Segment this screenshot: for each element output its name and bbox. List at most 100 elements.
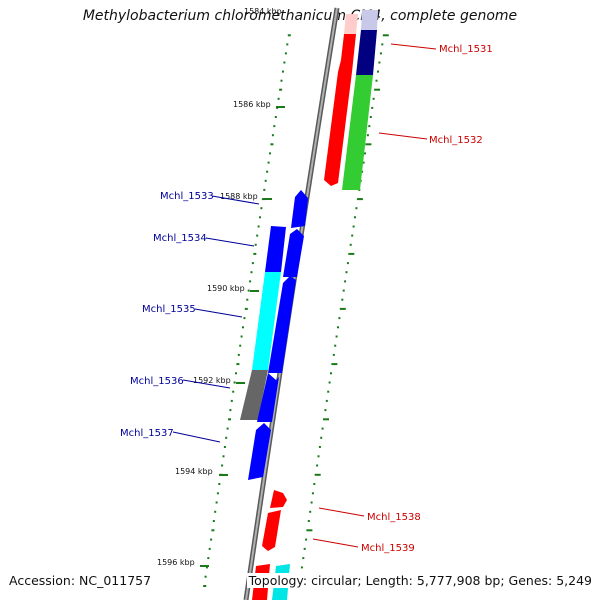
gene-label[interactable]: Mchl_1534 <box>153 233 207 244</box>
tick-mark <box>204 575 207 578</box>
tick-mark <box>337 326 339 329</box>
gene-arrow-mchl-1534-b[interactable] <box>283 229 304 277</box>
tick-mark <box>235 372 237 375</box>
tick-mark <box>226 427 229 430</box>
tick-mark <box>351 234 354 237</box>
gene-arrow-mchl-1533[interactable] <box>291 190 308 228</box>
tick-label: 1586 kbp <box>233 100 271 109</box>
tick-mark <box>374 88 381 91</box>
gene-arrow-mchl-1534-a[interactable] <box>265 226 286 272</box>
tick-mark <box>286 43 289 46</box>
cds-block-1531-tint <box>361 10 378 30</box>
gene-arrow-mchl-1535-a[interactable] <box>252 272 281 370</box>
tick-mark <box>271 134 274 137</box>
reverse-strand-features <box>240 190 308 480</box>
tick-mark <box>218 483 221 485</box>
tick-mark <box>305 538 308 541</box>
tick-mark <box>282 70 284 73</box>
tick-mark <box>215 501 218 504</box>
tick-mark <box>327 390 330 393</box>
map-title: Methylobacterium chloromethanicum CM4, c… <box>82 8 518 24</box>
tick-mark <box>346 262 349 265</box>
tick-mark <box>309 510 312 513</box>
tick-mark <box>321 427 324 430</box>
tick-mark <box>253 252 257 255</box>
gene-arrow-mchl-1538[interactable] <box>270 490 287 508</box>
gene-label[interactable]: Mchl_1531 <box>439 44 493 55</box>
tick-mark <box>318 446 321 448</box>
tick-mark <box>246 298 249 301</box>
tick-mark <box>354 216 356 219</box>
tick-mark <box>249 280 252 283</box>
tick-mark <box>232 390 235 393</box>
tick-mark <box>378 61 381 64</box>
tick-mark <box>334 344 337 347</box>
tick-label: 1596 kbp <box>157 558 195 567</box>
tick-mark <box>313 483 316 485</box>
gene-arrow-mchl-1532[interactable] <box>324 72 352 186</box>
gene-label[interactable]: Mchl_1532 <box>429 135 483 146</box>
tick-mark <box>306 529 313 532</box>
tick-mark <box>356 198 363 201</box>
tick-mark <box>207 557 210 560</box>
gene-label[interactable]: Mchl_1536 <box>130 376 184 387</box>
gene-arrow-mchl-1536-a[interactable] <box>240 370 268 420</box>
tick-mark <box>332 353 335 356</box>
gene-arrow-mchl-1539[interactable] <box>262 510 281 551</box>
tick-mark <box>361 170 364 173</box>
tick-mark <box>381 43 384 46</box>
tick-mark <box>364 152 366 155</box>
tick-label: 1592 kbp <box>193 376 231 385</box>
tick-mark <box>259 216 261 219</box>
tick-mark <box>230 399 233 402</box>
tick-mark <box>316 464 319 467</box>
label-leaders <box>172 43 437 548</box>
tick-mark <box>345 271 348 274</box>
cds-block-1532[interactable] <box>342 75 373 190</box>
tick-mark <box>221 464 224 467</box>
tick-mark <box>349 243 352 246</box>
tick-mark <box>229 409 232 412</box>
gene-arrow-mchl-1537[interactable] <box>248 423 271 480</box>
tick-label: 1588 kbp <box>220 192 258 201</box>
tick-labels: 1584 kbp 1586 kbp 1588 kbp 1590 kbp 1592… <box>157 7 285 567</box>
tick-mark <box>368 125 371 128</box>
tick-mark <box>314 473 321 476</box>
tick-mark <box>254 243 257 246</box>
tick-mark <box>237 353 240 356</box>
gene-label[interactable]: Mchl_1533 <box>160 191 214 202</box>
tick-mark <box>325 399 328 402</box>
accession-text: Accession: NC_011757 <box>7 573 154 588</box>
tick-mark <box>260 207 263 210</box>
tick-mark <box>212 520 215 522</box>
tick-mark <box>257 225 260 228</box>
tick-mark <box>372 97 375 100</box>
tick-mark <box>328 381 331 384</box>
tick-mark <box>371 106 374 109</box>
tick-mark <box>335 335 338 338</box>
tick-mark <box>233 381 236 384</box>
gene-label[interactable]: Mchl_1535 <box>142 304 196 315</box>
tick-mark <box>222 455 225 458</box>
tick-mark <box>250 271 253 274</box>
gene-label[interactable]: Mchl_1539 <box>361 543 415 554</box>
cds-block-1531[interactable] <box>356 30 377 75</box>
tick-mark <box>379 52 382 55</box>
tick-mark <box>210 538 213 541</box>
tick-mark <box>225 436 228 439</box>
tick-mark <box>240 335 243 338</box>
tick-mark <box>323 418 329 421</box>
tick-mark <box>303 547 306 550</box>
gene-arrow-mchl-1535-b[interactable] <box>268 276 296 373</box>
gene-labels: Mchl_1531 Mchl_1532 Mchl_1533 Mchl_1534 … <box>120 44 493 554</box>
tick-mark <box>377 70 379 73</box>
gene-arrow-mchl-1536-b[interactable] <box>257 373 279 422</box>
gene-arrow-mchl-1531[interactable] <box>338 34 356 72</box>
tick-mark <box>331 363 338 366</box>
tick-ruler-left <box>203 34 291 587</box>
gene-label[interactable]: Mchl_1538 <box>367 512 421 523</box>
tick-mark <box>348 252 355 255</box>
gene-label[interactable]: Mchl_1537 <box>120 428 174 439</box>
tick-mark <box>338 317 341 320</box>
tick-mark <box>284 52 287 55</box>
